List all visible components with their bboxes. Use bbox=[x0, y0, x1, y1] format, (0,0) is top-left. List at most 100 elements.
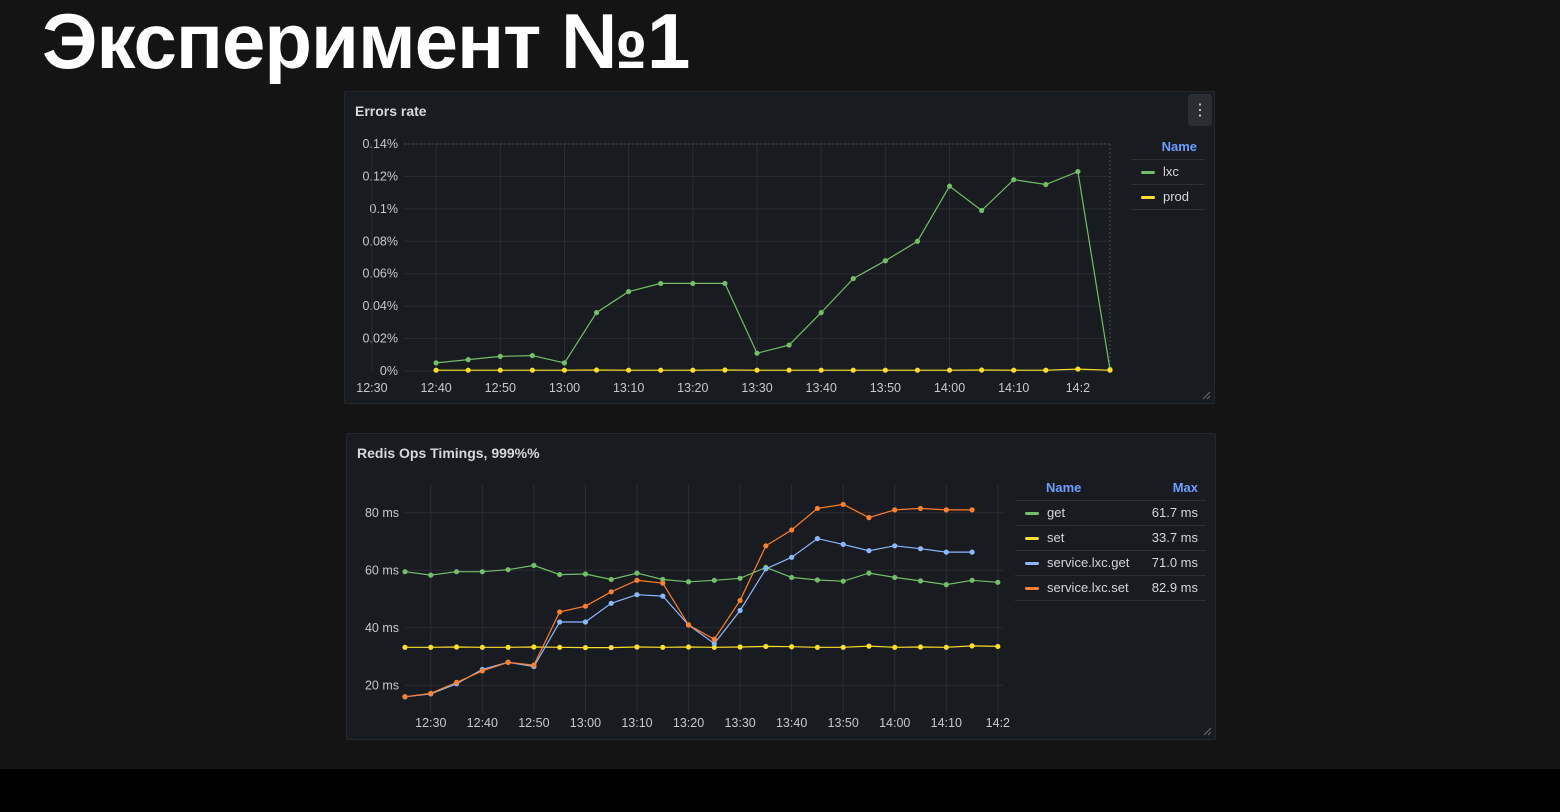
data-point bbox=[943, 507, 949, 513]
y-tick-label: 0.1% bbox=[370, 202, 399, 216]
data-point bbox=[634, 577, 640, 583]
data-point bbox=[582, 603, 589, 609]
data-point bbox=[505, 567, 511, 573]
data-point bbox=[737, 597, 743, 604]
data-point bbox=[531, 662, 537, 668]
series-color-swatch bbox=[1141, 196, 1155, 199]
data-point bbox=[582, 571, 589, 577]
data-point bbox=[529, 367, 535, 373]
data-point bbox=[465, 367, 471, 373]
data-point bbox=[737, 575, 743, 581]
data-point bbox=[969, 643, 975, 649]
data-point bbox=[818, 367, 824, 373]
data-point bbox=[634, 570, 640, 576]
x-tick-label: 13:20 bbox=[673, 716, 704, 730]
data-point bbox=[946, 367, 953, 373]
data-point bbox=[561, 360, 568, 366]
data-point bbox=[814, 644, 821, 650]
data-point bbox=[557, 619, 563, 625]
data-point bbox=[737, 644, 743, 650]
legend-item-label: set bbox=[1047, 530, 1065, 545]
data-point bbox=[1011, 177, 1017, 183]
data-point bbox=[660, 580, 666, 586]
x-tick-label: 12:30 bbox=[415, 716, 446, 730]
data-point bbox=[917, 644, 924, 650]
data-point bbox=[658, 367, 664, 373]
data-point bbox=[969, 577, 975, 583]
data-point bbox=[840, 501, 846, 508]
redis-ops-timings-chart: 20 ms 40 ms 60 ms 80 ms 12:30 12:40 12:50 13:00… bbox=[365, 484, 1010, 730]
data-point bbox=[660, 644, 666, 650]
chart-legend: Name Max get 61.7 ms set 33.7 ms service… bbox=[1015, 476, 1206, 601]
data-point bbox=[626, 367, 632, 373]
legend-max-header[interactable]: Max bbox=[1172, 480, 1198, 495]
legend-item-set[interactable]: set 33.7 ms bbox=[1015, 526, 1206, 551]
data-point bbox=[1011, 367, 1017, 373]
x-tick-label: 14:10 bbox=[931, 716, 962, 730]
resize-handle-icon[interactable] bbox=[1202, 726, 1212, 736]
data-point bbox=[402, 644, 408, 650]
data-point bbox=[943, 549, 949, 555]
x-tick-label: 14:2 bbox=[1066, 381, 1090, 395]
series-line bbox=[404, 564, 998, 586]
data-point bbox=[979, 207, 985, 214]
errors-rate-chart: 0% 0.02% 0.04% 0.06% 0.08% 0.1% 0.12% 0.14% 12:3… bbox=[356, 137, 1113, 395]
x-tick-label: 13:40 bbox=[806, 381, 837, 395]
panel-menu-button[interactable]: ⋮ bbox=[1188, 94, 1212, 126]
data-point bbox=[814, 505, 821, 512]
data-point bbox=[658, 280, 664, 287]
data-point bbox=[789, 527, 795, 533]
y-tick-label: 0.06% bbox=[363, 267, 398, 281]
legend-item-label: service.lxc.get bbox=[1047, 555, 1130, 570]
data-point bbox=[626, 288, 632, 295]
data-point bbox=[453, 679, 460, 685]
data-point bbox=[685, 622, 692, 628]
legend-header: Name Max bbox=[1015, 476, 1206, 501]
data-point bbox=[660, 593, 666, 599]
panel-title: Errors rate bbox=[355, 103, 427, 119]
legend-item-label: service.lxc.set bbox=[1047, 580, 1129, 595]
legend-item-label: prod bbox=[1163, 189, 1190, 204]
legend-item-lxc[interactable]: lxc bbox=[1131, 160, 1205, 185]
panel-title: Redis Ops Timings, 999%% bbox=[357, 445, 540, 461]
resize-handle-icon[interactable] bbox=[1201, 390, 1211, 400]
more-vertical-icon: ⋮ bbox=[1192, 102, 1208, 119]
data-point bbox=[593, 367, 600, 373]
legend-header: Name bbox=[1131, 135, 1205, 160]
y-tick-label: 0.08% bbox=[363, 234, 398, 248]
data-point bbox=[479, 569, 485, 575]
series-color-swatch bbox=[1141, 171, 1155, 174]
data-point bbox=[866, 570, 872, 576]
data-point bbox=[428, 644, 434, 650]
data-point bbox=[428, 690, 434, 696]
data-point bbox=[505, 659, 511, 665]
data-point bbox=[1075, 168, 1081, 175]
x-tick-label: 13:00 bbox=[570, 716, 601, 730]
data-point bbox=[917, 505, 924, 512]
x-tick-label: 12:30 bbox=[356, 381, 387, 395]
legend-item-service-lxc-set[interactable]: service.lxc.set 82.9 ms bbox=[1015, 576, 1206, 601]
x-tick-label: 13:30 bbox=[724, 716, 755, 730]
data-point bbox=[557, 571, 563, 578]
legend-name-header[interactable]: Name bbox=[1161, 139, 1197, 154]
data-point bbox=[453, 644, 460, 650]
data-point bbox=[763, 566, 769, 572]
x-tick-label: 12:50 bbox=[518, 716, 549, 730]
legend-item-prod[interactable]: prod bbox=[1131, 185, 1205, 210]
data-point bbox=[433, 367, 439, 373]
legend-name-header[interactable]: Name bbox=[1046, 480, 1082, 495]
data-point bbox=[582, 644, 589, 651]
data-point bbox=[892, 644, 898, 650]
data-point bbox=[818, 310, 824, 316]
redis-ops-timings-panel: Redis Ops Timings, 999%% 20 ms 40 ms 60 ms… bbox=[346, 433, 1216, 740]
data-point bbox=[722, 367, 728, 373]
data-point bbox=[946, 183, 953, 189]
data-point bbox=[660, 576, 666, 583]
data-point bbox=[428, 572, 434, 578]
legend-item-get[interactable]: get 61.7 ms bbox=[1015, 501, 1206, 526]
data-point bbox=[711, 644, 717, 650]
legend-item-service-lxc-get[interactable]: service.lxc.get 71.0 ms bbox=[1015, 551, 1206, 576]
data-point bbox=[497, 353, 503, 360]
data-point bbox=[561, 367, 568, 373]
legend-item-label: get bbox=[1047, 505, 1066, 520]
